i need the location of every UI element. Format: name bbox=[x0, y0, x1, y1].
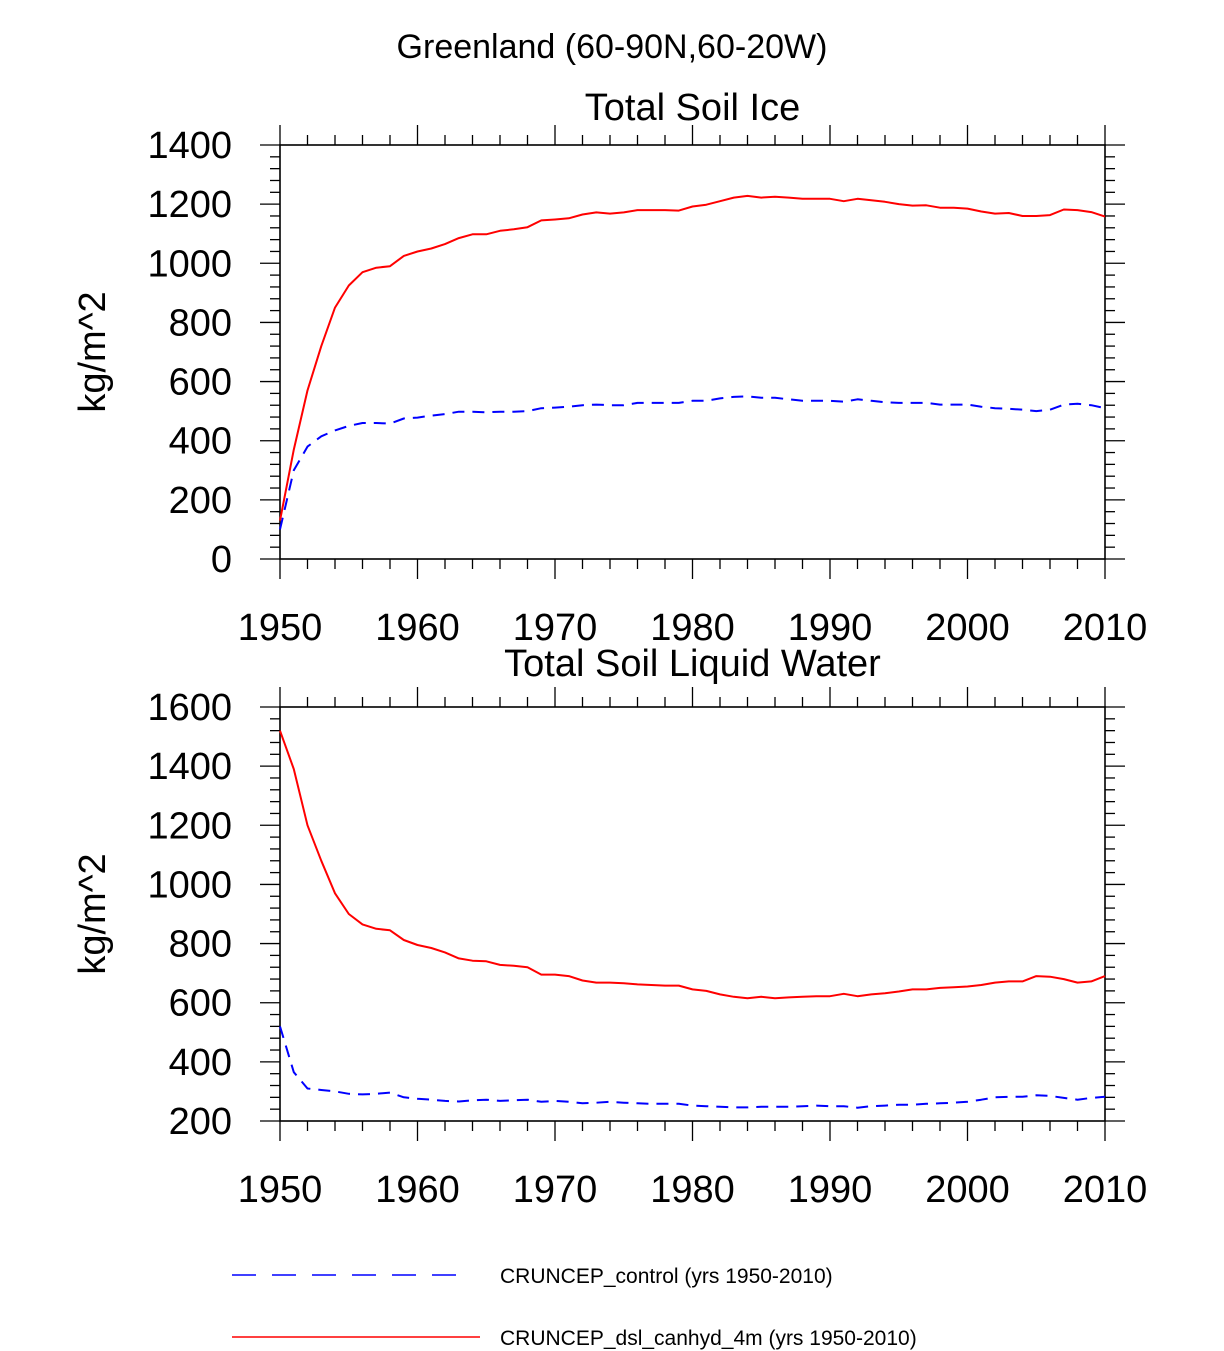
y-tick-label: 1000 bbox=[147, 864, 232, 906]
x-tick-label: 2000 bbox=[925, 607, 1010, 649]
legend-label-control: CRUNCEP_control (yrs 1950-2010) bbox=[500, 1265, 833, 1288]
x-tick-label: 1980 bbox=[650, 1169, 735, 1211]
panel-total-soil-ice: Total Soil Ice kg/m^2 0 200 400 600 800 1000 120… bbox=[72, 87, 1147, 649]
y-tick-label: 1400 bbox=[147, 125, 232, 167]
legend-label-dsl: CRUNCEP_dsl_canhyd_4m (yrs 1950-2010) bbox=[500, 1327, 917, 1350]
x-tick-label: 1950 bbox=[238, 607, 323, 649]
y-tick-label: 1200 bbox=[147, 805, 232, 847]
series-line-control bbox=[279, 395, 1106, 530]
series-line-control bbox=[279, 1026, 1106, 1109]
y-tick-label: 200 bbox=[169, 1101, 232, 1143]
y-tick-label: 800 bbox=[169, 302, 232, 344]
x-tick-label: 1970 bbox=[513, 607, 598, 649]
x-tick-label: 1970 bbox=[513, 1169, 598, 1211]
series-line-dsl bbox=[279, 194, 1106, 521]
x-tick-label: 1960 bbox=[375, 607, 460, 649]
series-line-dsl bbox=[279, 730, 1106, 1000]
y-tick-label: 600 bbox=[169, 362, 232, 404]
chart-title: Total Soil Liquid Water bbox=[504, 643, 881, 685]
legend: CRUNCEP_control (yrs 1950-2010) CRUNCEP_… bbox=[232, 1265, 917, 1350]
y-tick-label: 0 bbox=[211, 539, 232, 581]
y-tick-label: 600 bbox=[169, 983, 232, 1025]
plot-frame bbox=[279, 706, 1106, 1122]
x-tick-label: 1990 bbox=[788, 1169, 873, 1211]
chart-title: Total Soil Ice bbox=[585, 87, 800, 129]
x-tick-label: 2000 bbox=[925, 1169, 1010, 1211]
panel-total-soil-liquid-water: Total Soil Liquid Water kg/m^2 200 400 600 80… bbox=[72, 643, 1147, 1211]
y-tick-label: 1000 bbox=[147, 243, 232, 285]
figure-title: Greenland (60-90N,60-20W) bbox=[397, 28, 828, 66]
y-tick-label: 200 bbox=[169, 480, 232, 522]
x-tick-label: 2010 bbox=[1063, 607, 1148, 649]
x-tick-label: 1950 bbox=[238, 1169, 323, 1211]
y-tick-label: 400 bbox=[169, 1042, 232, 1084]
x-tick-label: 1960 bbox=[375, 1169, 460, 1211]
x-tick-label: 1990 bbox=[788, 607, 873, 649]
y-tick-label: 800 bbox=[169, 924, 232, 966]
x-tick-label: 2010 bbox=[1063, 1169, 1148, 1211]
x-tick-label: 1980 bbox=[650, 607, 735, 649]
y-tick-label: 1200 bbox=[147, 184, 232, 226]
y-tick-label: 400 bbox=[169, 421, 232, 463]
y-tick-label: 1400 bbox=[147, 746, 232, 788]
y-axis-label: kg/m^2 bbox=[72, 853, 114, 974]
y-tick-label: 1600 bbox=[147, 687, 232, 729]
y-axis-label: kg/m^2 bbox=[72, 291, 114, 412]
